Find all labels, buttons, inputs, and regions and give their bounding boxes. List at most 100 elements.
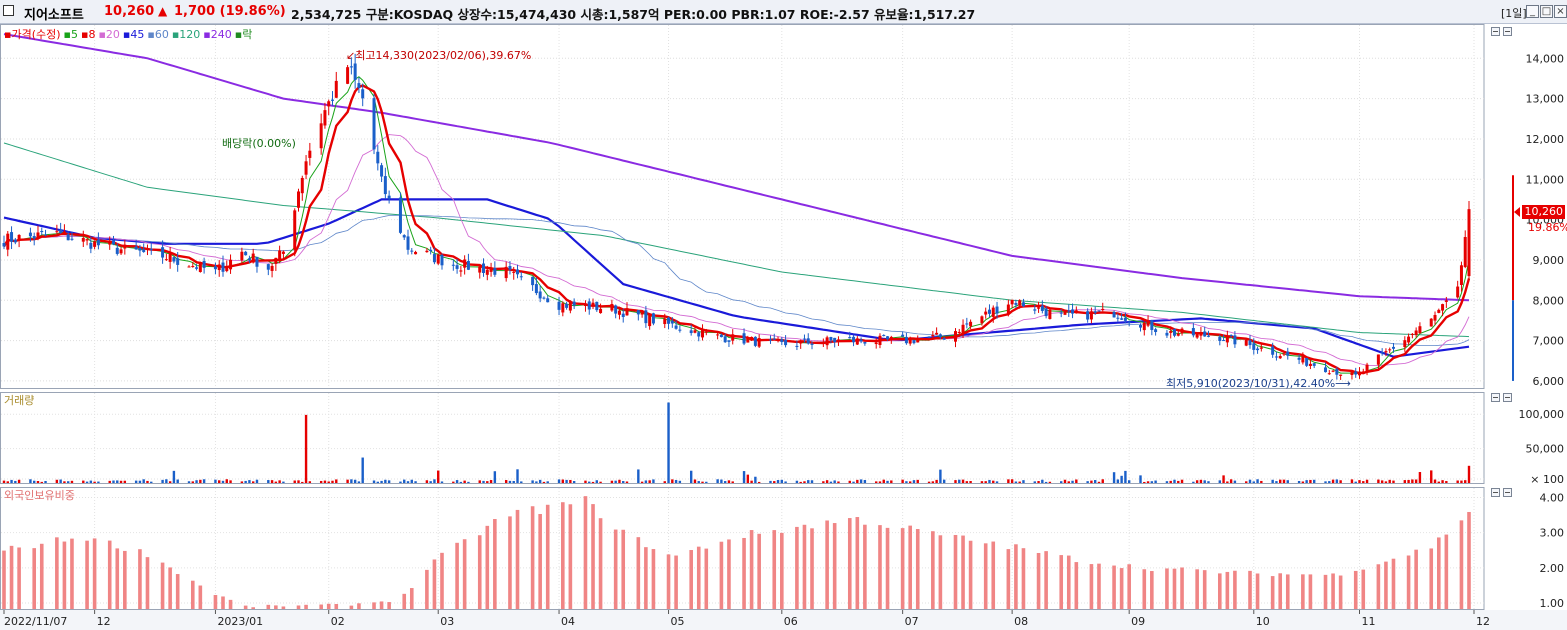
candle-body bbox=[123, 244, 127, 249]
candle-body bbox=[1233, 335, 1237, 345]
candle-body bbox=[546, 298, 550, 303]
foreign-bar bbox=[689, 550, 693, 609]
candle-body bbox=[1456, 286, 1460, 298]
candle-body bbox=[402, 235, 406, 238]
volume-bar bbox=[10, 479, 13, 483]
foreign-bar bbox=[1044, 551, 1048, 609]
foreign-bar bbox=[1353, 570, 1358, 609]
price-panel-min-button[interactable] bbox=[1491, 27, 1500, 36]
volume-bar bbox=[1309, 479, 1312, 483]
candle-body bbox=[886, 336, 890, 340]
candle-body bbox=[667, 317, 671, 324]
candle-body bbox=[1014, 303, 1018, 305]
foreign-bar bbox=[1172, 568, 1177, 609]
price-panel-close-button[interactable] bbox=[1503, 27, 1512, 36]
candle-body bbox=[768, 339, 772, 341]
candle-body bbox=[901, 334, 905, 337]
candle-body bbox=[274, 257, 278, 264]
volume-bar bbox=[82, 480, 85, 483]
foreign-bar bbox=[938, 535, 943, 609]
volume-bar bbox=[1139, 475, 1142, 483]
stock-chart[interactable]: 14,00013,00012,00011,00010,0009,0008,000… bbox=[0, 24, 1567, 630]
foreign-bar bbox=[749, 530, 754, 609]
candle-body bbox=[119, 249, 123, 254]
candle-body bbox=[1244, 339, 1248, 346]
volume-bar bbox=[214, 479, 217, 483]
candle-body bbox=[542, 297, 546, 299]
candle-body bbox=[28, 232, 32, 237]
candle-body bbox=[557, 301, 561, 310]
candle-body bbox=[414, 251, 418, 255]
volume-bar bbox=[244, 480, 247, 483]
volume-bar bbox=[625, 481, 629, 483]
volume-bar bbox=[716, 479, 719, 483]
volume-bar bbox=[1354, 481, 1357, 483]
volume-bar bbox=[1279, 479, 1282, 483]
foreign-bar bbox=[1323, 574, 1328, 609]
volume-legend-label: 거래량 bbox=[4, 394, 35, 407]
candle-body bbox=[1339, 374, 1343, 376]
candle-body bbox=[938, 334, 942, 338]
current-price-marker: 10,260 bbox=[1522, 205, 1565, 219]
candle-body bbox=[1463, 236, 1467, 268]
volume-bar bbox=[584, 480, 587, 483]
volume-bar bbox=[221, 480, 225, 483]
volume-panel-close-button[interactable] bbox=[1503, 393, 1512, 402]
volume-bar bbox=[637, 469, 640, 483]
maximize-button[interactable]: □ bbox=[1540, 5, 1553, 18]
candle-body bbox=[1365, 364, 1369, 372]
foreign-bar bbox=[1202, 570, 1207, 609]
volume-bar bbox=[459, 481, 463, 483]
foreign-bar bbox=[39, 543, 44, 609]
candle-body bbox=[1391, 346, 1395, 349]
foreign-bar bbox=[145, 557, 150, 609]
volume-panel-min-button[interactable] bbox=[1491, 393, 1500, 402]
candle-body bbox=[334, 80, 338, 98]
volume-bar bbox=[1048, 481, 1052, 483]
candle-body bbox=[504, 266, 508, 279]
foreign-bar bbox=[863, 524, 867, 609]
volume-bar bbox=[908, 481, 912, 483]
ma-20-line bbox=[3, 134, 1470, 366]
candle-body bbox=[565, 303, 569, 308]
volume-bar bbox=[202, 479, 206, 483]
candle-body bbox=[863, 341, 867, 344]
foreign-panel-close-button[interactable] bbox=[1503, 488, 1512, 497]
candle-body bbox=[134, 246, 138, 250]
volume-bar bbox=[1033, 481, 1036, 483]
candle-body bbox=[281, 251, 285, 254]
foreign-bar bbox=[1255, 573, 1260, 609]
price-tick-label-8: 6,000 bbox=[1533, 375, 1565, 388]
candle-body bbox=[138, 248, 142, 251]
volume-bar bbox=[1067, 481, 1070, 483]
foreign-bar bbox=[1195, 569, 1199, 609]
foreign-bar bbox=[55, 537, 59, 609]
candle-body bbox=[380, 165, 384, 177]
volume-bar bbox=[384, 479, 387, 483]
volume-bar bbox=[1418, 472, 1422, 483]
candle-body bbox=[776, 339, 780, 341]
candle-body bbox=[1354, 371, 1358, 375]
volume-bar bbox=[822, 481, 825, 483]
foreign-bar bbox=[334, 603, 339, 609]
stock-name[interactable]: 지어소프트 bbox=[24, 8, 84, 23]
volume-bar bbox=[304, 414, 308, 483]
candle-body bbox=[1203, 331, 1207, 337]
candle-body bbox=[750, 336, 754, 341]
volume-bar bbox=[168, 481, 172, 483]
volume-bar bbox=[807, 480, 810, 483]
candle-body bbox=[927, 336, 931, 338]
close-button[interactable]: × bbox=[1554, 5, 1567, 18]
volume-bar bbox=[640, 481, 644, 483]
candle-body bbox=[327, 101, 331, 107]
volume-bar bbox=[165, 479, 168, 483]
period-selector[interactable]: [1일] bbox=[1501, 7, 1527, 20]
foreign-panel-min-button[interactable] bbox=[1491, 488, 1500, 497]
candle-body bbox=[1324, 367, 1328, 373]
volume-bar bbox=[1377, 479, 1380, 483]
volume-bar bbox=[1403, 480, 1407, 483]
candle-body bbox=[436, 254, 440, 264]
select-checkbox[interactable] bbox=[3, 5, 14, 16]
candle-body bbox=[1146, 320, 1150, 326]
minimize-button[interactable]: _ bbox=[1526, 5, 1539, 18]
